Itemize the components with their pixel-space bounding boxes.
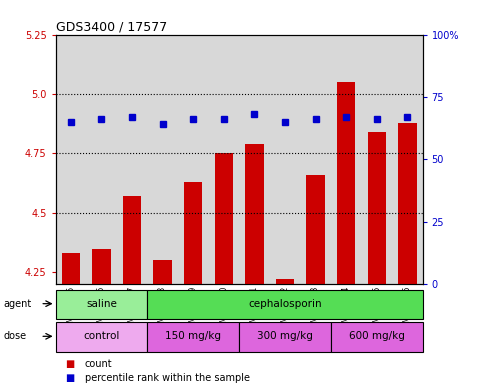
Bar: [154, 260, 172, 284]
Bar: [239, 35, 270, 284]
Bar: [117, 35, 147, 284]
Text: 300 mg/kg: 300 mg/kg: [257, 331, 313, 341]
Bar: [239, 322, 331, 352]
Bar: [147, 322, 239, 352]
Text: 600 mg/kg: 600 mg/kg: [349, 331, 405, 341]
Text: saline: saline: [86, 299, 117, 309]
Bar: [245, 144, 264, 284]
Bar: [56, 35, 86, 284]
Bar: [306, 175, 325, 284]
Text: count: count: [85, 359, 112, 369]
Bar: [184, 182, 202, 284]
Bar: [209, 35, 239, 284]
Bar: [398, 122, 416, 284]
Text: agent: agent: [3, 299, 32, 309]
Bar: [331, 35, 361, 284]
Bar: [368, 132, 386, 284]
Text: ■: ■: [65, 359, 74, 369]
Bar: [56, 290, 147, 319]
Text: 150 mg/kg: 150 mg/kg: [165, 331, 221, 341]
Bar: [392, 35, 423, 284]
Bar: [270, 35, 300, 284]
Bar: [361, 35, 392, 284]
Bar: [276, 280, 294, 284]
Bar: [178, 35, 209, 284]
Bar: [86, 35, 117, 284]
Bar: [214, 154, 233, 284]
Bar: [123, 196, 141, 284]
Bar: [331, 322, 423, 352]
Text: cephalosporin: cephalosporin: [248, 299, 322, 309]
Bar: [147, 35, 178, 284]
Bar: [92, 248, 111, 284]
Text: GDS3400 / 17577: GDS3400 / 17577: [56, 20, 167, 33]
Bar: [300, 35, 331, 284]
Text: ■: ■: [65, 373, 74, 383]
Bar: [56, 322, 147, 352]
Bar: [62, 253, 80, 284]
Text: dose: dose: [3, 331, 27, 341]
Bar: [147, 290, 423, 319]
Text: control: control: [83, 331, 120, 341]
Text: percentile rank within the sample: percentile rank within the sample: [85, 373, 250, 383]
Bar: [337, 82, 355, 284]
